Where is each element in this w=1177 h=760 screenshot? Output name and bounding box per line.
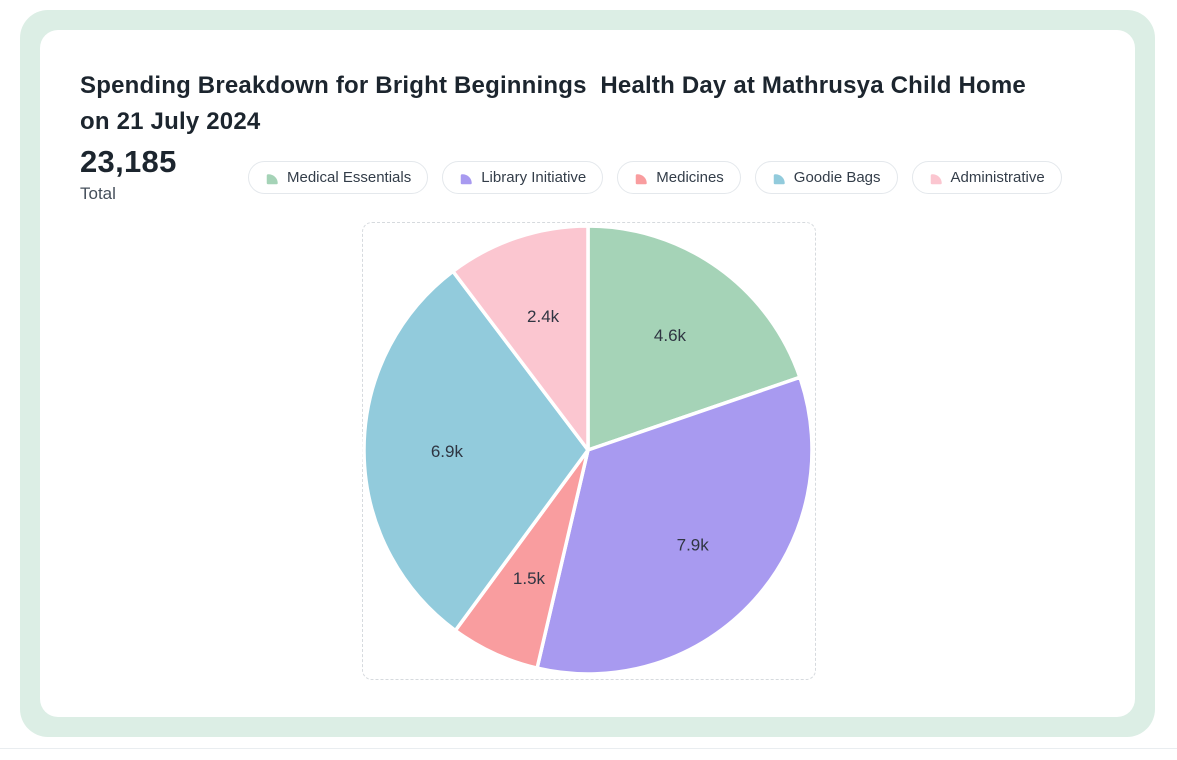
window-bottom-border [0, 748, 1177, 749]
legend-label: Library Initiative [481, 169, 587, 186]
legend-pie-swatch-icon [773, 173, 785, 184]
pie-slice-library-initiative[interactable] [535, 375, 814, 676]
legend-item-goodie-bags[interactable]: Goodie Bags [754, 161, 898, 194]
pie-slice-label-medicines: 1.5k [513, 569, 546, 588]
pie-slice-label-medical-essentials: 4.6k [654, 326, 687, 345]
legend-pie-swatch-icon [460, 173, 472, 184]
chart-card: Spending Breakdown for Bright Beginnings… [40, 30, 1135, 717]
legend-label: Medicines [656, 169, 724, 186]
legend-pie-swatch-icon [636, 173, 648, 184]
pie-slice-label-goodie-bags: 6.9k [431, 442, 464, 461]
legend-item-medical-essentials[interactable]: Medical Essentials [248, 161, 429, 194]
legend-label: Administrative [950, 169, 1045, 186]
pie-slice-goodie-bags[interactable] [362, 269, 590, 633]
legend-item-administrative[interactable]: Administrative [911, 161, 1062, 194]
chart-title: Spending Breakdown for Bright Beginnings… [80, 72, 1026, 135]
pie-slice-label-library-initiative: 7.9k [677, 536, 710, 555]
legend-item-medicines[interactable]: Medicines [617, 161, 741, 194]
legend-label: Goodie Bags [793, 169, 881, 186]
legend: Medical Essentials Library Initiative Medi… [248, 161, 1062, 194]
pie-slice-administrative[interactable] [451, 224, 590, 452]
total-value: 23,185 [80, 144, 177, 179]
page-frame: Spending Breakdown for Bright Beginnings… [20, 10, 1155, 737]
pie-slice-label-administrative: 2.4k [527, 307, 560, 326]
legend-pie-swatch-icon [266, 173, 278, 184]
total-label: Total [80, 184, 116, 203]
pie-chart: 4.6k 7.9k 1.5k 6.9k 2.4k [362, 224, 814, 676]
total-block: 23,185 Total [80, 144, 177, 206]
legend-item-library-initiative[interactable]: Library Initiative [442, 161, 604, 194]
legend-pie-swatch-icon [930, 173, 942, 184]
legend-label: Medical Essentials [287, 169, 412, 186]
